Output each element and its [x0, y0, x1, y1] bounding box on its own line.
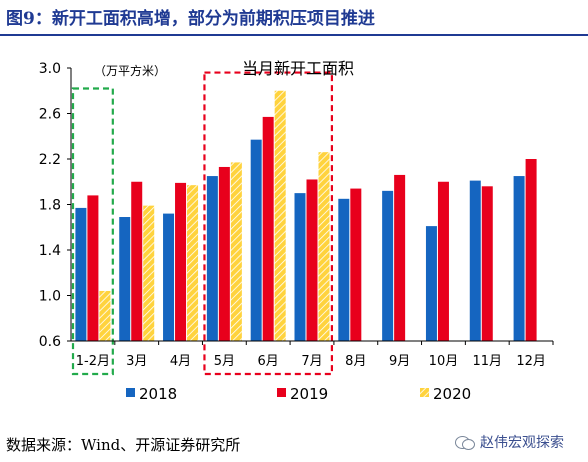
bar-2020-3	[230, 162, 242, 341]
highlight-box-0	[71, 87, 114, 376]
bar-2019-8	[437, 181, 449, 341]
wechat-icon	[455, 434, 475, 450]
bar-chart: 0.6 1.0 1.4 1.8 2.2 2.6 3.0 1-2月 3月 4月 5月 6月 7月 8月 9月 1…	[39, 59, 554, 403]
x-tick-label: 12月	[516, 354, 546, 369]
x-tick-label: 4月	[170, 354, 191, 369]
bar-2020-4	[274, 90, 286, 341]
title-rule	[0, 34, 588, 36]
x-tick-label: 7月	[301, 354, 322, 369]
x-tick-label: 3月	[126, 354, 147, 369]
bar-2019-10	[525, 159, 537, 341]
bar-2019-0	[87, 195, 99, 341]
bar-2019-1	[131, 181, 143, 341]
bar-2018-1	[119, 217, 131, 341]
x-tick-label: 1-2月	[76, 354, 110, 369]
x-tick-label: 8月	[345, 354, 366, 369]
y-tick-label: 1.4	[39, 243, 61, 259]
watermark: 赵伟宏观探索	[455, 432, 564, 452]
chart-annotation: 当月新开工面积	[242, 59, 354, 78]
bar-2019-5	[306, 179, 318, 341]
bar-2020-2	[187, 185, 199, 341]
bar-2019-2	[175, 182, 187, 341]
y-tick-label: 3.0	[39, 61, 61, 77]
bar-2019-9	[481, 186, 493, 341]
x-tick-label: 9月	[389, 354, 410, 369]
bar-2019-7	[394, 174, 406, 341]
bar-2018-0	[75, 207, 87, 341]
bar-2018-9	[469, 180, 481, 341]
watermark-text: 赵伟宏观探索	[480, 435, 564, 451]
x-tick-label: 5月	[214, 354, 235, 369]
bar-2018-6	[338, 198, 350, 341]
bar-2019-6	[350, 188, 362, 341]
bar-2018-7	[382, 190, 394, 341]
y-tick-label: 2.6	[39, 107, 61, 123]
y-tick-label: 2.2	[39, 152, 61, 168]
legend-label-2020: 2020	[433, 385, 471, 403]
unit-label: （万平方米）	[94, 63, 166, 78]
bar-2020-5	[318, 152, 330, 341]
bar-2018-2	[163, 213, 175, 341]
legend-label-2018: 2018	[139, 385, 177, 403]
bar-2018-4	[250, 139, 262, 341]
bar-2020-1	[143, 205, 155, 341]
bar-2020-0	[99, 290, 111, 341]
legend-label-2019: 2019	[290, 385, 328, 403]
bar-2019-3	[218, 166, 230, 341]
bar-2018-8	[425, 226, 437, 341]
x-tick-label: 6月	[258, 354, 279, 369]
highlight-box-1	[203, 71, 334, 376]
legend-swatch-2018	[126, 388, 135, 397]
legend-swatch-2020	[420, 388, 429, 397]
x-tick-label: 11月	[472, 354, 502, 369]
x-tick-label: 10月	[429, 354, 459, 369]
bar-2018-3	[206, 176, 218, 341]
y-tick-label: 1.8	[39, 198, 61, 214]
bar-2019-4	[262, 116, 274, 341]
bar-2018-10	[513, 176, 525, 341]
legend-swatch-2019	[277, 388, 286, 397]
source-note: 数据来源：Wind、开源证券研究所	[6, 436, 241, 454]
figure-title: 图9：新开工面积高增，部分为前期积压项目推进	[6, 9, 375, 29]
y-tick-label: 1.0	[39, 289, 61, 305]
y-tick-label: 0.6	[39, 334, 61, 350]
bar-2018-5	[294, 193, 306, 341]
